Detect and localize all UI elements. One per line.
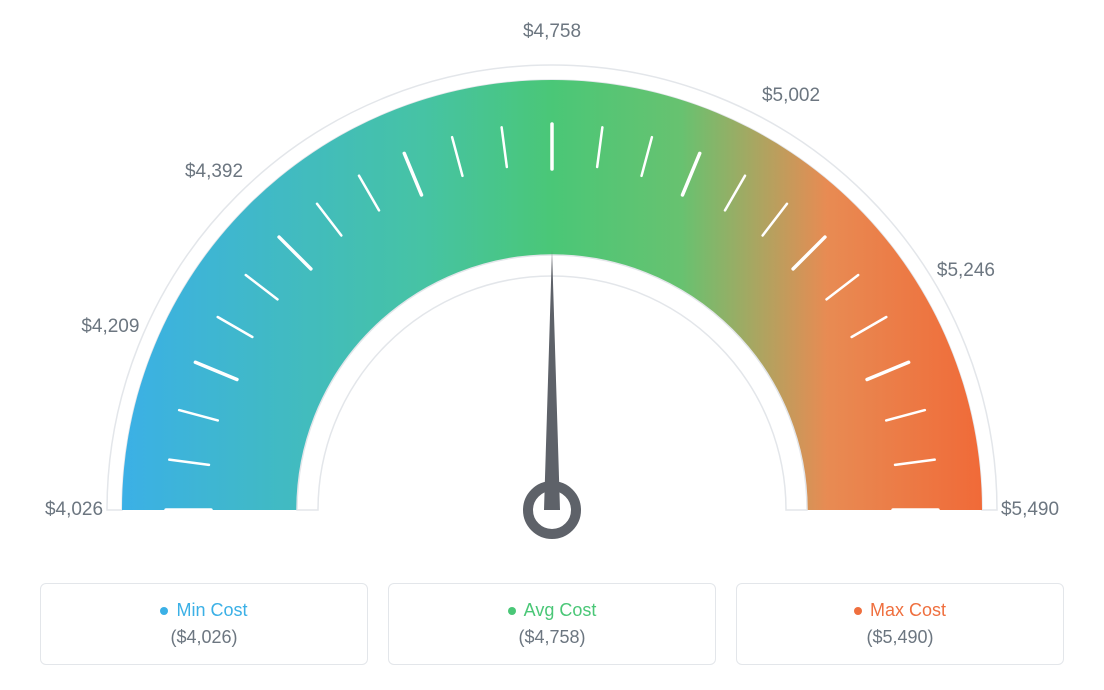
card-dot-icon [160,607,168,615]
gauge-tick-label: $4,209 [81,316,139,338]
card-label: Max Cost [870,600,946,621]
card-value: ($4,758) [518,627,585,648]
card-title: Avg Cost [508,600,597,621]
gauge-tick-label: $5,246 [937,260,995,282]
summary-cards: Min Cost ($4,026) Avg Cost ($4,758) Max Cost… [40,583,1064,665]
card-dot-icon [854,607,862,615]
max-cost-card: Max Cost ($5,490) [736,583,1064,665]
avg-cost-card: Avg Cost ($4,758) [388,583,716,665]
gauge-tick-label: $4,026 [45,499,103,521]
gauge-tick-label: $5,490 [1001,499,1059,521]
card-dot-icon [508,607,516,615]
card-value: ($5,490) [866,627,933,648]
card-label: Avg Cost [524,600,597,621]
card-value: ($4,026) [170,627,237,648]
gauge-needle [544,250,560,510]
min-cost-card: Min Cost ($4,026) [40,583,368,665]
card-title: Max Cost [854,600,946,621]
gauge-tick-label: $5,002 [762,85,820,107]
gauge-tick-label: $4,392 [185,161,243,183]
card-label: Min Cost [176,600,247,621]
gauge-tick-label: $4,758 [523,21,581,43]
card-title: Min Cost [160,600,247,621]
